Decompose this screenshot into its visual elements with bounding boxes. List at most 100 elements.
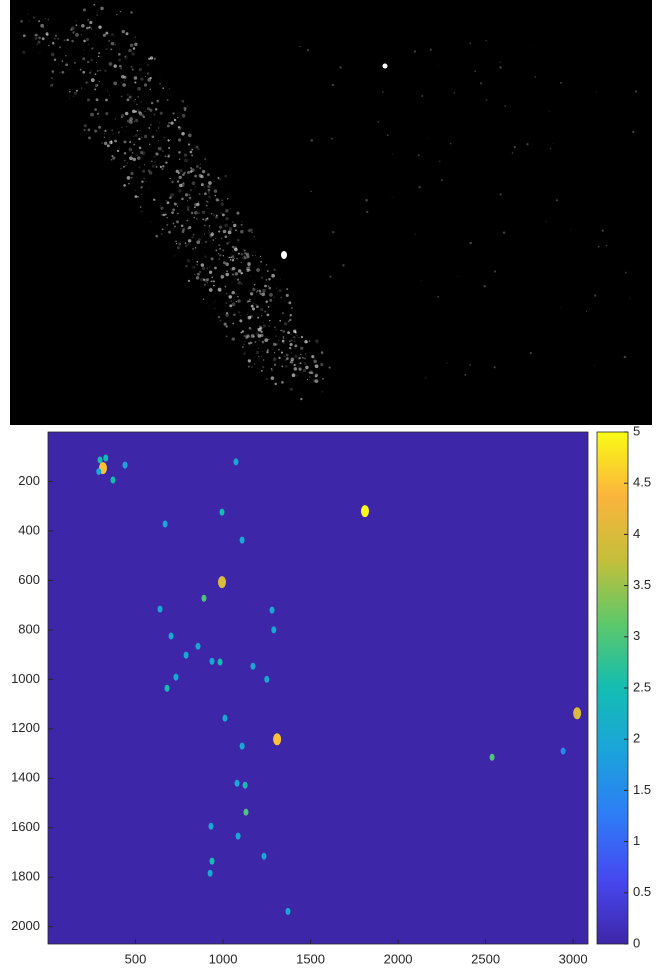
light xyxy=(275,334,277,336)
light xyxy=(183,153,188,157)
colorbar-tick-label: 1.5 xyxy=(633,782,651,797)
light xyxy=(95,83,99,87)
light xyxy=(120,95,123,98)
x-tick-label: 3000 xyxy=(559,951,588,966)
light xyxy=(210,257,214,261)
light xyxy=(240,331,243,334)
light xyxy=(307,378,309,381)
light xyxy=(168,146,171,150)
light xyxy=(165,161,168,164)
light xyxy=(278,288,282,293)
light xyxy=(79,68,82,71)
light xyxy=(94,73,97,75)
light xyxy=(167,139,170,142)
light xyxy=(253,283,256,286)
light xyxy=(268,286,272,290)
light xyxy=(280,351,284,354)
light xyxy=(225,311,229,315)
light xyxy=(208,225,211,227)
light xyxy=(192,234,195,236)
light xyxy=(243,352,246,355)
light xyxy=(59,46,62,49)
light xyxy=(123,152,127,155)
light xyxy=(215,215,218,219)
light xyxy=(139,116,141,118)
light xyxy=(214,300,217,303)
light xyxy=(204,186,205,188)
light xyxy=(178,242,182,246)
light xyxy=(165,199,168,202)
light xyxy=(130,65,133,68)
light xyxy=(70,26,75,31)
blob xyxy=(250,662,256,670)
light xyxy=(165,156,167,158)
light xyxy=(105,31,109,35)
light xyxy=(134,99,136,101)
light xyxy=(204,158,207,161)
light xyxy=(139,130,141,132)
light xyxy=(549,110,551,112)
light xyxy=(244,340,246,343)
light xyxy=(199,277,204,282)
light xyxy=(197,211,200,215)
plot-background xyxy=(48,432,588,944)
light xyxy=(191,181,196,186)
light xyxy=(585,310,588,313)
light xyxy=(266,351,269,354)
light xyxy=(160,206,164,210)
light xyxy=(200,174,204,179)
light xyxy=(632,130,635,134)
light xyxy=(150,100,151,101)
light xyxy=(32,16,36,19)
light xyxy=(218,289,222,292)
light xyxy=(241,283,243,285)
light xyxy=(296,375,298,377)
light xyxy=(210,280,213,283)
light xyxy=(224,223,228,228)
light xyxy=(34,35,36,37)
light xyxy=(366,210,369,214)
light xyxy=(281,365,284,368)
light xyxy=(134,42,138,47)
light xyxy=(206,267,209,269)
light xyxy=(204,246,206,248)
light xyxy=(236,278,239,281)
light xyxy=(207,230,209,232)
light xyxy=(126,98,130,102)
light xyxy=(75,89,78,92)
light xyxy=(597,245,600,248)
light xyxy=(178,150,182,154)
light xyxy=(240,261,242,264)
light xyxy=(161,228,164,231)
light xyxy=(231,266,236,271)
light xyxy=(261,292,266,297)
light xyxy=(181,230,185,234)
light xyxy=(47,18,50,21)
light xyxy=(128,95,132,99)
light xyxy=(321,390,324,393)
light xyxy=(232,273,235,276)
light xyxy=(170,139,171,140)
light xyxy=(41,37,45,41)
light xyxy=(104,133,106,135)
light xyxy=(166,224,169,226)
light xyxy=(215,214,218,217)
light xyxy=(226,242,229,245)
light xyxy=(194,174,198,178)
light xyxy=(284,365,288,368)
light xyxy=(192,248,194,250)
light xyxy=(261,276,264,279)
blob xyxy=(162,520,168,528)
light xyxy=(220,212,223,215)
light xyxy=(253,335,255,338)
light xyxy=(134,36,136,38)
light xyxy=(205,204,208,207)
light xyxy=(303,362,307,366)
light xyxy=(124,55,128,60)
light xyxy=(235,300,237,303)
light xyxy=(320,363,324,367)
light xyxy=(112,133,114,135)
light xyxy=(549,148,552,150)
light xyxy=(234,247,238,252)
light xyxy=(128,48,132,53)
